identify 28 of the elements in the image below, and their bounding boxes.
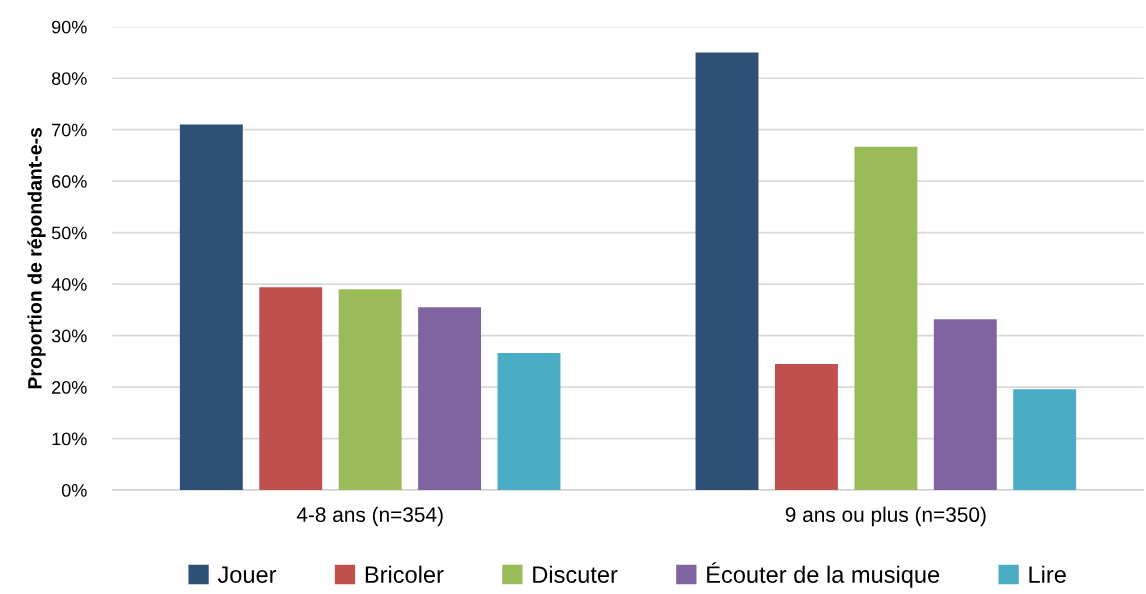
legend-label: Bricoler [365,565,444,583]
bar [259,287,323,491]
y-tick-label: 90% [52,20,87,34]
legend-label: Jouer [217,566,277,583]
y-tick-label: 80% [51,72,87,85]
y-tick-label: 60% [52,175,87,188]
bar [179,124,243,491]
x-tick-label: 4-8 ans (n=354) [296,506,443,527]
y-tick-label: 70% [52,123,87,137]
bar [854,146,918,491]
legend-label: Écouter de la musique [707,562,940,588]
y-tick-label: 50% [51,226,87,240]
bar [933,319,997,491]
y-tick-label: 0% [61,483,87,497]
bar [497,353,561,491]
y-tick-label: 30% [51,329,87,343]
legend-label: Discuter [533,565,618,583]
bar [695,52,759,491]
y-tick-label: 40% [51,278,87,291]
x-tick-label: 9 ans ou plus (n=350) [785,506,986,527]
bar [418,307,482,491]
y-tick-label: 20% [52,381,87,394]
bar [338,289,402,491]
bar [774,363,838,491]
bar [1013,389,1077,491]
y-tick-label: 10% [52,432,87,446]
y-axis-title: Proportion de répondant-e-s [27,127,46,389]
legend-label: Lire [1029,565,1066,583]
